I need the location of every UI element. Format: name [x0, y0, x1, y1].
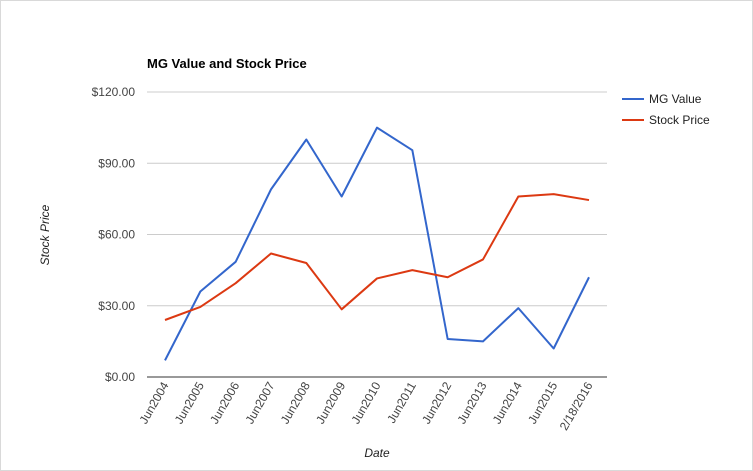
- x-tick-label: Jun2015: [525, 379, 560, 426]
- x-tick-label: Jun2013: [454, 379, 489, 426]
- x-tick-label: Jun2008: [278, 379, 313, 426]
- legend-label-mg-value: MG Value: [649, 92, 702, 106]
- x-tick-label: Jun2009: [313, 379, 348, 426]
- chart-title: MG Value and Stock Price: [147, 56, 307, 71]
- series-line-mg-value: [164, 126, 590, 361]
- series-line-stock-price: [164, 193, 590, 321]
- y-tick-label: $90.00: [98, 156, 135, 170]
- x-axis-tick-labels: Jun2004 Jun2005 Jun2006 Jun2007 Jun2008 Jun20…: [136, 379, 595, 433]
- x-tick-label: Jun2007: [242, 379, 277, 426]
- x-tick-label: Jun2004: [136, 379, 171, 426]
- x-axis-title: Date: [364, 446, 390, 460]
- x-tick-label: Jun2011: [384, 379, 419, 425]
- y-axis-title: Stock Price: [38, 204, 52, 265]
- legend: MG Value Stock Price: [622, 92, 710, 127]
- y-tick-label: $30.00: [98, 299, 135, 313]
- y-tick-label: $120.00: [92, 85, 136, 99]
- series-lines: [164, 126, 590, 361]
- legend-label-stock-price: Stock Price: [649, 113, 710, 127]
- y-tick-label: $0.00: [105, 370, 135, 384]
- x-tick-label: Jun2012: [419, 379, 454, 426]
- x-tick-label: 2/18/2016: [557, 379, 596, 433]
- y-axis-tick-labels: $0.00 $30.00 $60.00 $90.00 $120.00: [92, 85, 136, 384]
- x-tick-label: Jun2010: [348, 379, 383, 426]
- x-tick-label: Jun2006: [207, 379, 242, 426]
- x-tick-label: Jun2005: [172, 379, 207, 426]
- y-tick-label: $60.00: [98, 228, 135, 242]
- x-tick-label: Jun2014: [490, 379, 525, 426]
- gridlines: [147, 91, 607, 307]
